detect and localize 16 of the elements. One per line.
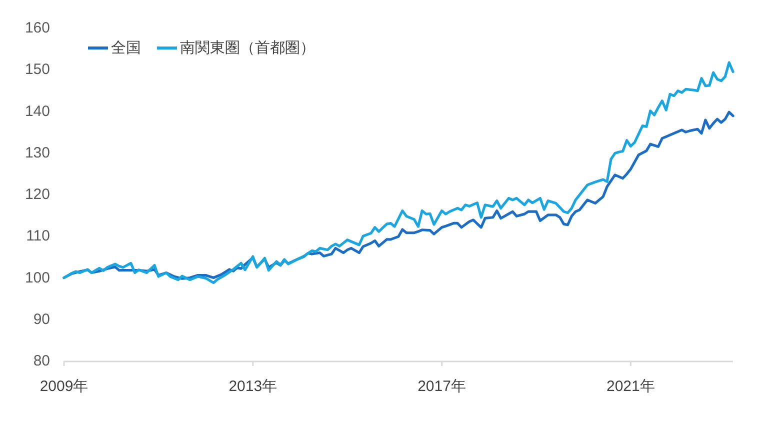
- x-tick-label: 2017年: [418, 378, 466, 395]
- y-tick-label: 140: [24, 102, 50, 120]
- y-tick-label: 160: [24, 20, 50, 36]
- y-tick-label: 100: [24, 269, 50, 286]
- y-tick-label: 90: [33, 310, 50, 328]
- x-tick-label: 2013年: [228, 378, 278, 395]
- legend-label: 全国: [111, 40, 141, 56]
- x-tick-label: 2021年: [606, 378, 655, 395]
- y-tick-label: 120: [24, 186, 50, 203]
- line-series: [62, 61, 734, 284]
- legend-label: 南関東圏（首都圏）: [180, 40, 315, 56]
- y-tick-label: 130: [24, 144, 50, 162]
- y-tick-label: 80: [33, 352, 50, 370]
- x-tick-label: 2009年: [40, 378, 88, 395]
- y-tick-label: 150: [24, 61, 50, 78]
- y-tick-label: 110: [26, 228, 50, 245]
